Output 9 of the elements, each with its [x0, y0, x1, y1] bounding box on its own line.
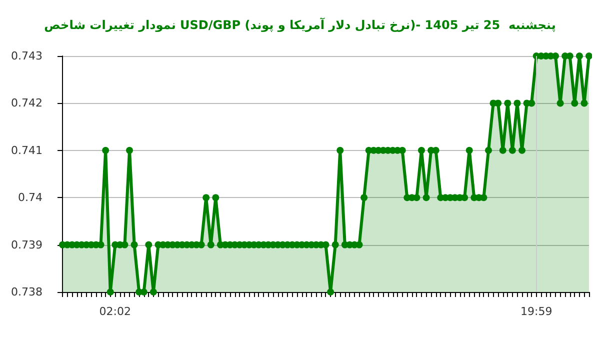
y-tick-label: 0.743 — [10, 50, 42, 62]
y-tick-label: 0.739 — [10, 238, 42, 252]
y-tick-label: 0.738 — [10, 286, 42, 298]
y-tick-label: 0.74 — [18, 191, 42, 204]
x-tick-label: 19:59 — [520, 305, 552, 318]
y-tick-label: 0.741 — [10, 144, 42, 157]
y-tick-label: 0.742 — [10, 96, 42, 110]
chart-title: نمودار تغییرات شاخص USD/GBP (نرخ تبادل دلار آمریکا و پوند)- پنجشنبه 25 تیر 1405 — [44, 17, 556, 32]
x-tick-label: 02:02 — [99, 305, 131, 318]
